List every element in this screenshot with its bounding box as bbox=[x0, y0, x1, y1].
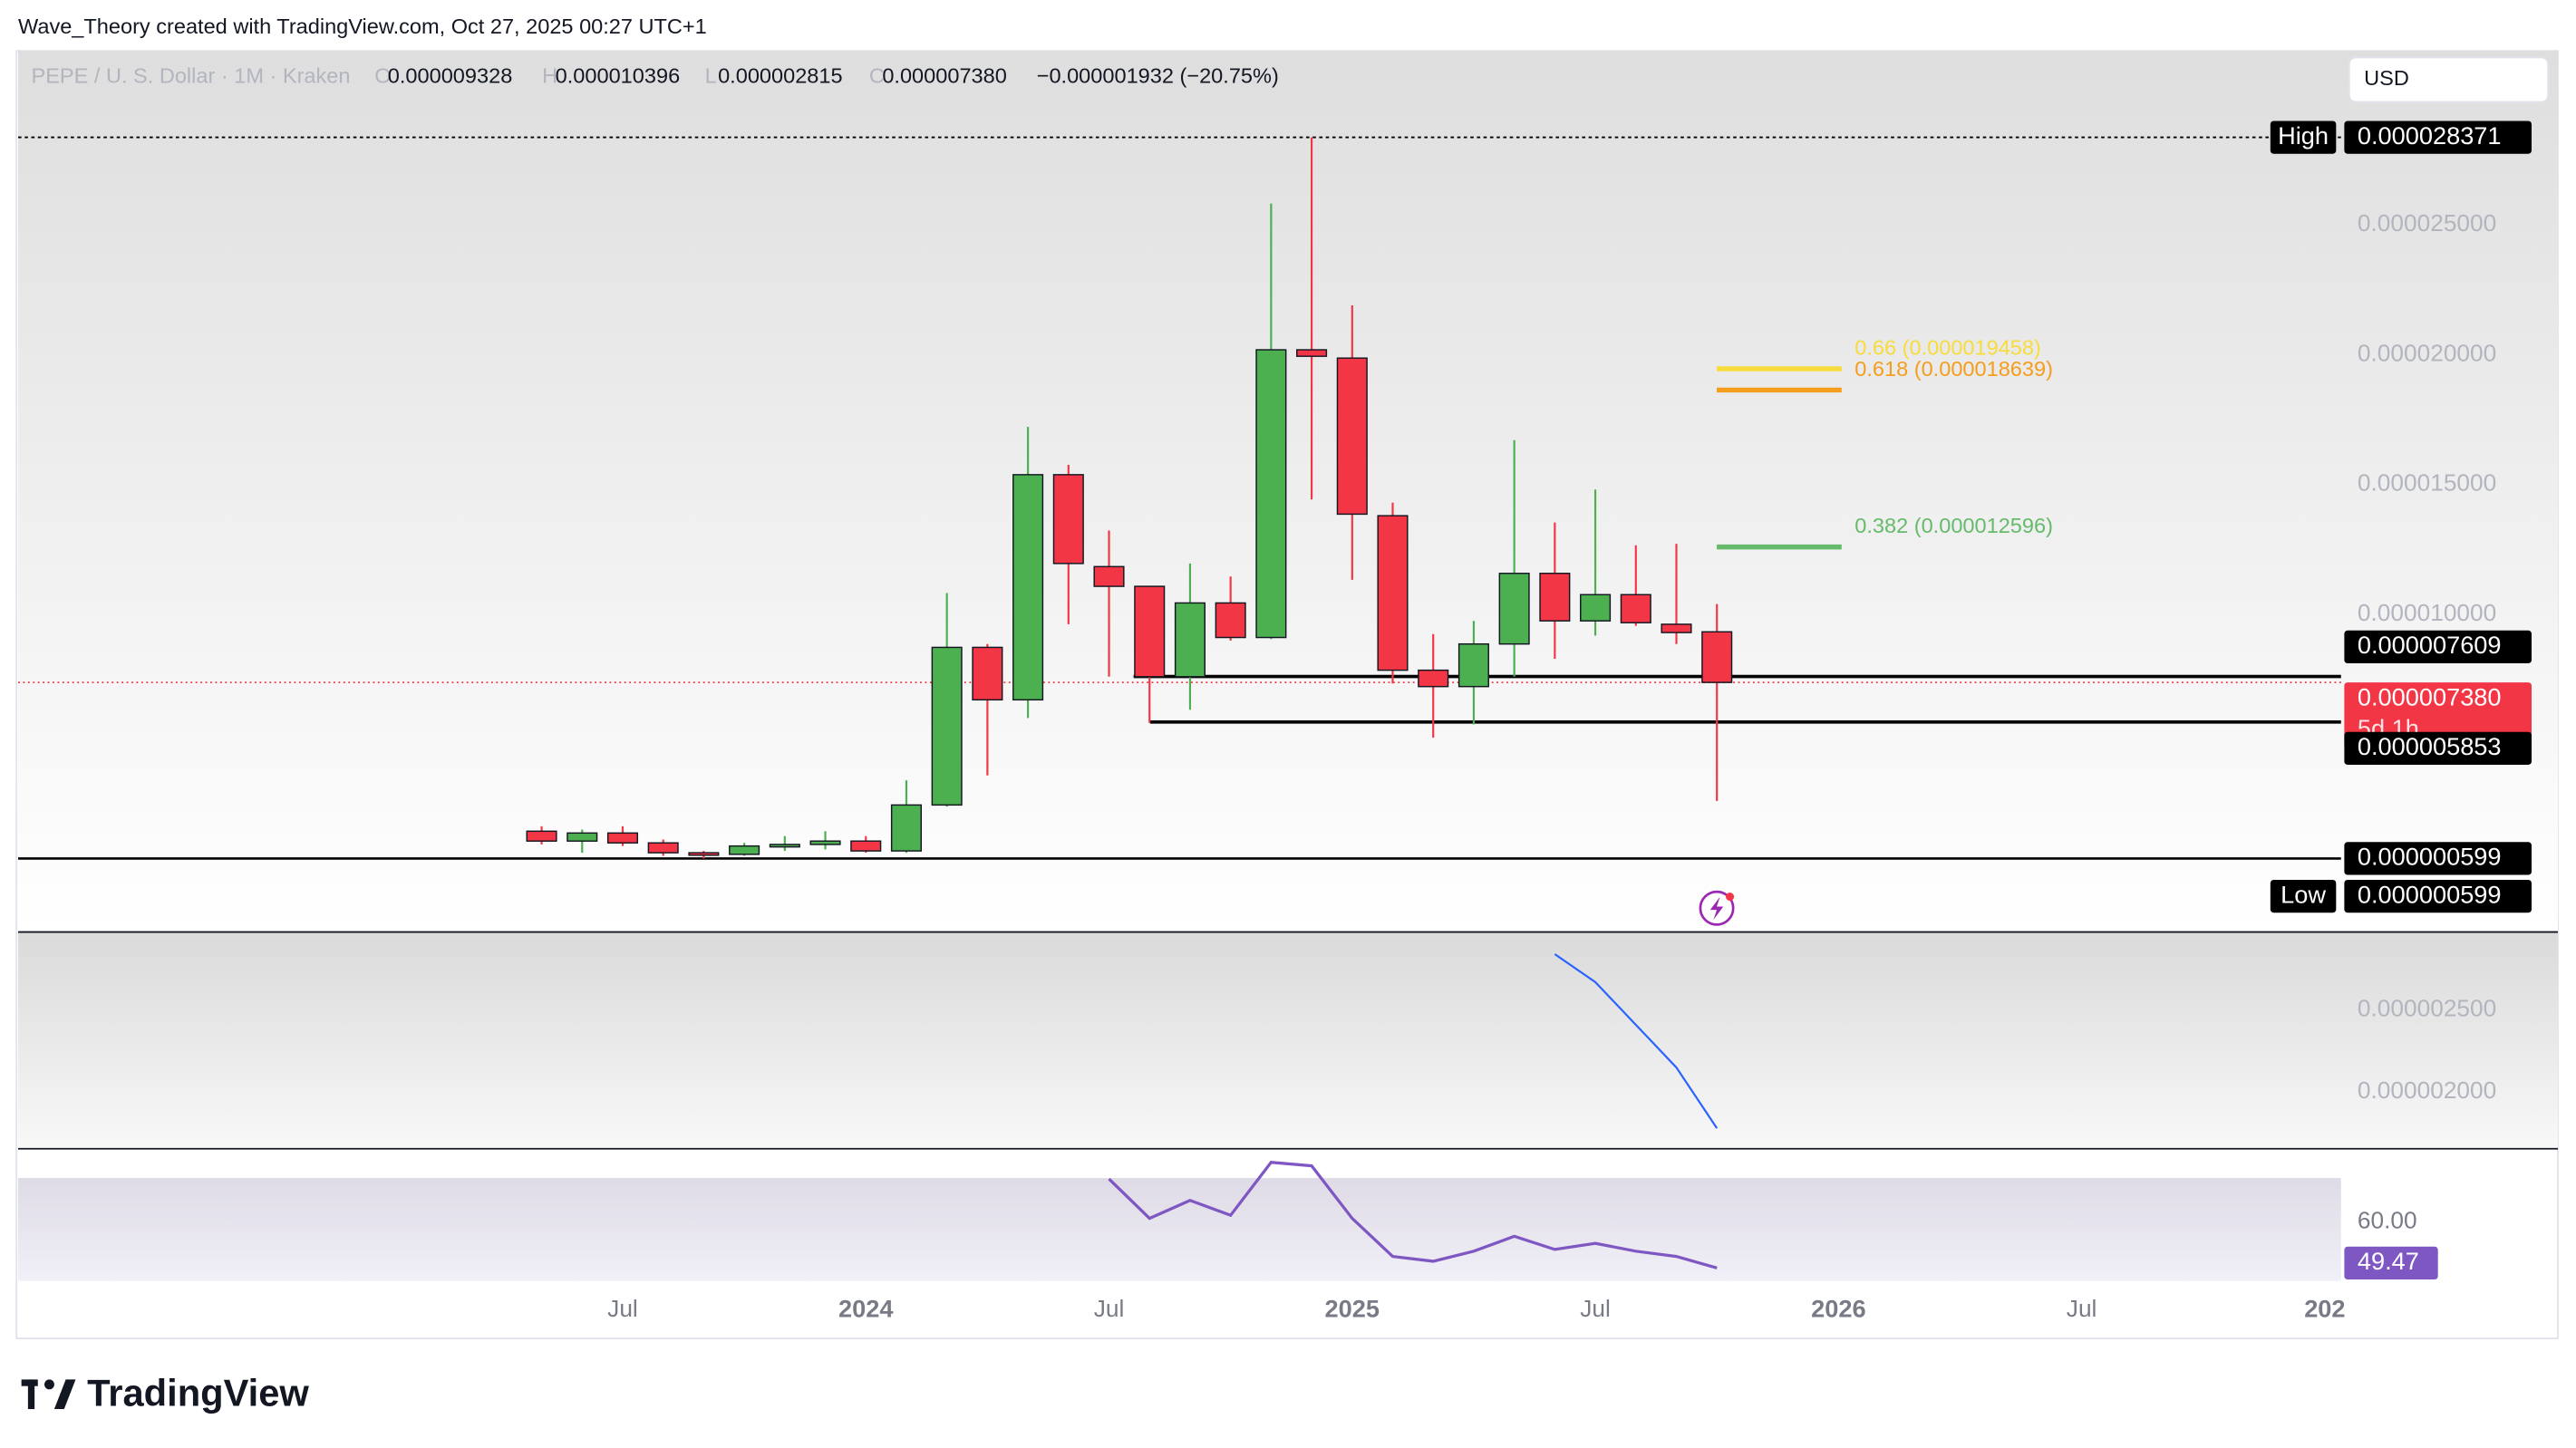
attribution: Wave_Theory created with TradingView.com… bbox=[18, 14, 707, 38]
logo-mark bbox=[27, 1379, 35, 1410]
legend-key: C bbox=[869, 63, 885, 87]
symbol-title: PEPE / U. S. Dollar · 1M · Kraken bbox=[32, 63, 351, 87]
candle-body bbox=[567, 832, 598, 842]
price-label: 0.000000599 bbox=[2358, 843, 2502, 871]
rsi-label-box bbox=[2344, 1246, 2438, 1280]
y-tick-label: 0.000025000 bbox=[2358, 209, 2496, 237]
candle-body bbox=[1215, 602, 1246, 639]
rsi-band bbox=[18, 1178, 2341, 1281]
price-label: 0.000007380 bbox=[2358, 682, 2502, 710]
price-caption-box bbox=[2270, 121, 2337, 154]
candle-body bbox=[1620, 594, 1651, 623]
y-tick-label: 60.00 bbox=[2358, 1206, 2417, 1233]
candle-body bbox=[1498, 573, 1530, 645]
candle-body bbox=[1134, 585, 1166, 678]
x-tick-label: 202 bbox=[2304, 1294, 2345, 1322]
main-pane bbox=[18, 51, 2558, 932]
logo-mark bbox=[53, 1379, 76, 1410]
candle-body bbox=[1701, 631, 1733, 683]
candle-body bbox=[1539, 573, 1571, 622]
y-tick-label: 0.000002000 bbox=[2358, 1076, 2496, 1104]
x-tick-label: Jul bbox=[607, 1295, 638, 1322]
candle-body bbox=[1418, 669, 1449, 688]
candle-body bbox=[1661, 623, 1692, 633]
price-label-box bbox=[2344, 682, 2532, 748]
fib-label: 0.382 (0.000012596) bbox=[1855, 514, 2053, 537]
candle-body bbox=[1457, 642, 1489, 688]
candle-body bbox=[1336, 357, 1368, 516]
price-label: 0.000005853 bbox=[2358, 732, 2502, 760]
candle-body bbox=[606, 832, 639, 844]
currency-button-label[interactable]: USD bbox=[2364, 66, 2409, 90]
price-caption-box bbox=[2270, 879, 2337, 913]
legend-value: 0.000009328 bbox=[388, 63, 513, 87]
event-icon-bolt bbox=[1709, 896, 1724, 920]
candle-body bbox=[972, 646, 1003, 701]
legend-key: L bbox=[705, 63, 717, 87]
candle-body bbox=[729, 845, 760, 855]
legend-value: 0.000002815 bbox=[718, 63, 842, 87]
logo-mark bbox=[44, 1379, 54, 1390]
candle-body bbox=[769, 844, 800, 848]
candle-body bbox=[1093, 565, 1125, 587]
candle-body bbox=[1012, 474, 1044, 701]
price-label: 0.000028371 bbox=[2358, 121, 2502, 150]
legend-change: −0.000001932 (−20.75%) bbox=[1037, 63, 1279, 87]
x-tick-label: 2024 bbox=[838, 1294, 893, 1322]
candle-body bbox=[647, 842, 679, 854]
currency-button[interactable] bbox=[2348, 56, 2550, 103]
candle-body bbox=[1255, 349, 1287, 639]
fib-label: 0.618 (0.000018639) bbox=[1855, 357, 2053, 381]
rsi-value-label: 49.47 bbox=[2358, 1247, 2419, 1275]
price-label-box bbox=[2344, 630, 2532, 664]
y-tick-label: 0.000002500 bbox=[2358, 995, 2496, 1022]
candle-body bbox=[1296, 349, 1328, 357]
candle-body bbox=[1052, 474, 1084, 565]
candle-body bbox=[1580, 594, 1612, 622]
candle-body bbox=[931, 646, 963, 806]
candle-body bbox=[850, 840, 882, 852]
legend-value: 0.000007380 bbox=[882, 63, 1006, 87]
candle-body bbox=[809, 840, 841, 845]
candle-body bbox=[526, 830, 557, 842]
price-label: 0.000000599 bbox=[2358, 880, 2502, 908]
indicator-pane bbox=[18, 932, 2558, 1148]
x-tick-label: Jul bbox=[2067, 1295, 2097, 1322]
price-label-box bbox=[2344, 879, 2532, 913]
event-icon bbox=[1699, 890, 1735, 926]
candle-body bbox=[890, 804, 922, 852]
price-label-box bbox=[2344, 842, 2532, 875]
plot-layer: O0.000009328 H0.000010396 L 0.000002815 C0.0… bbox=[18, 63, 2532, 1322]
logo-text: TradingView bbox=[87, 1372, 309, 1414]
candle-body bbox=[1377, 515, 1409, 671]
candle-body bbox=[1174, 602, 1206, 678]
price-label-box bbox=[2344, 121, 2532, 154]
price-label-box bbox=[2344, 731, 2532, 765]
x-tick-label: Jul bbox=[1580, 1295, 1611, 1322]
x-tick-label: Jul bbox=[1094, 1295, 1125, 1322]
legend-key: O bbox=[374, 63, 391, 87]
legend-key: H bbox=[542, 63, 557, 87]
fib-label: 0.66 (0.000019458) bbox=[1855, 335, 2041, 359]
price-caption: High bbox=[2278, 121, 2329, 150]
price-caption: Low bbox=[2281, 880, 2326, 908]
x-tick-label: 2025 bbox=[1325, 1294, 1380, 1322]
legend-value: 0.000010396 bbox=[556, 63, 681, 87]
candle-body bbox=[688, 852, 720, 856]
indicator-line bbox=[1554, 953, 1719, 1129]
x-tick-label: 2026 bbox=[1811, 1294, 1865, 1322]
y-tick-label: 0.000020000 bbox=[2358, 339, 2496, 366]
y-tick-label: 0.000015000 bbox=[2358, 469, 2496, 497]
y-tick-label: 0.000010000 bbox=[2358, 599, 2496, 626]
event-icon-dot bbox=[1726, 893, 1735, 902]
rsi-line bbox=[1108, 1160, 1718, 1269]
price-label: 0.000007609 bbox=[2358, 631, 2502, 659]
